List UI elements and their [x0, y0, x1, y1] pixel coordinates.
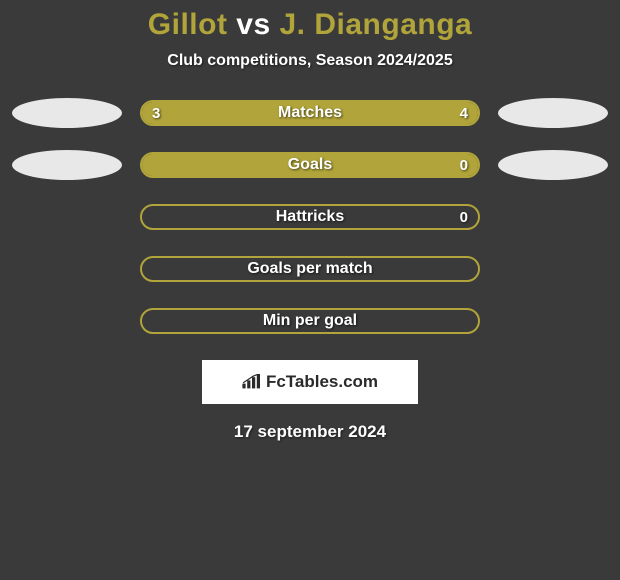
left-value: 3 [142, 102, 170, 124]
player2-name: J. Dianganga [280, 8, 473, 41]
comparison-card: Gillot vs J. Dianganga Club competitions… [0, 0, 620, 442]
stat-bar: Hattricks0 [140, 204, 480, 230]
right-value: 0 [450, 154, 478, 176]
stat-bar: Goals per match [140, 256, 480, 282]
left-ellipse [12, 98, 122, 128]
right-value: 0 [450, 206, 478, 228]
stat-label: Goals per match [142, 258, 478, 280]
stat-label: Matches [142, 102, 478, 124]
page-title: Gillot vs J. Dianganga [0, 8, 620, 42]
date-text: 17 september 2024 [0, 422, 620, 442]
subtitle: Club competitions, Season 2024/2025 [0, 52, 620, 70]
vs-text: vs [236, 8, 270, 41]
stat-row: Hattricks0 [0, 202, 620, 232]
right-ellipse [498, 150, 608, 180]
stat-row: Goals per match [0, 254, 620, 284]
stat-bar: Min per goal [140, 308, 480, 334]
stat-row: Goals0 [0, 150, 620, 180]
right-value: 4 [450, 102, 478, 124]
right-ellipse [498, 98, 608, 128]
player1-name: Gillot [148, 8, 228, 41]
logo-text: FcTables.com [266, 372, 378, 392]
stat-bar: Matches3 4 [140, 100, 480, 126]
bar-chart-icon [242, 374, 262, 390]
stat-bar: Goals0 [140, 152, 480, 178]
stat-label: Hattricks [142, 206, 478, 228]
stat-row: Min per goal [0, 306, 620, 336]
left-ellipse [12, 150, 122, 180]
source-logo: FcTables.com [202, 360, 418, 404]
stat-row: Matches3 4 [0, 98, 620, 128]
stat-label: Min per goal [142, 310, 478, 332]
stats-rows: Matches34Goals0Hattricks0Goals per match… [0, 98, 620, 336]
stat-label: Goals [142, 154, 478, 176]
